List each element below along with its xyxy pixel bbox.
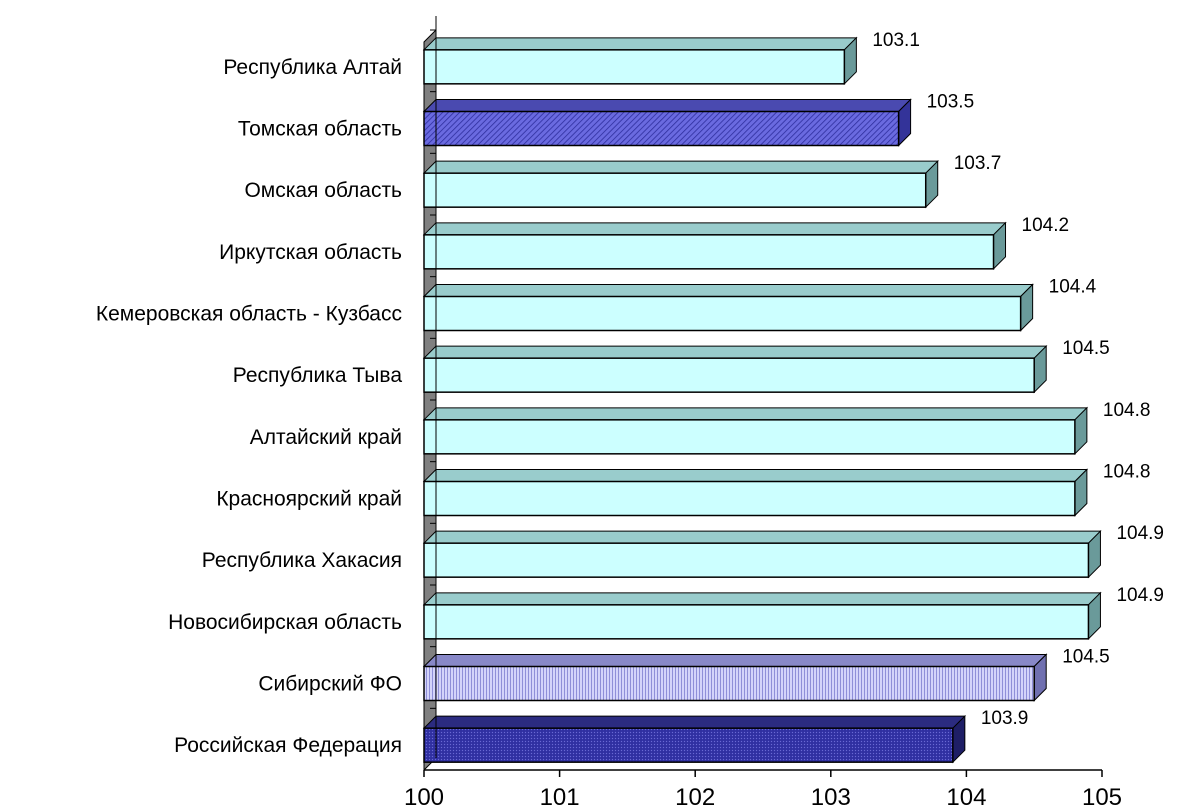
category-label: Республика Тыва: [233, 364, 403, 387]
value-label: 104.8: [1103, 462, 1151, 483]
bar-face: [423, 357, 1035, 393]
bar-top: [422, 407, 1089, 421]
bar-top: [422, 469, 1089, 482]
category-label: Республика Хакасия: [202, 549, 402, 572]
category-labels: Республика Алтай Томская область Омская об…: [96, 56, 402, 757]
bar-top: [422, 592, 1102, 606]
bar-face: [423, 480, 1076, 517]
bar: [422, 406, 1089, 456]
bar: [422, 159, 939, 209]
value-label: 104.9: [1116, 585, 1164, 606]
bar-top: [422, 345, 1048, 359]
bar-top: [422, 284, 1034, 297]
category-label: Кемеровская область - Кузбасс: [96, 303, 402, 326]
bar-face: [423, 49, 846, 85]
value-label: 104.8: [1103, 400, 1151, 421]
bar: [422, 221, 1007, 271]
category-label: Алтайский край: [250, 426, 402, 449]
value-labels: 103.1 103.5 103.7 104.2 104.4 104.5 104.8 104.8…: [872, 30, 1164, 729]
bar-top: [422, 37, 858, 51]
x-tick-label: 101: [540, 784, 580, 810]
bar-top: [422, 654, 1048, 667]
bar-top: [422, 715, 967, 729]
bar-top: [422, 160, 939, 174]
x-axis: 100 101 102 103 104 105: [404, 16, 1122, 810]
bar: [422, 36, 858, 86]
bar: [422, 653, 1048, 702]
category-label: Российская Федерация: [174, 734, 402, 757]
value-label: 103.7: [954, 153, 1002, 174]
bar-face: [423, 419, 1076, 455]
bar-face: [423, 110, 900, 147]
value-label: 104.4: [1049, 277, 1097, 298]
bar-top: [422, 99, 912, 112]
bar: [422, 529, 1102, 579]
bar-face: [423, 172, 927, 208]
category-label: Сибирский ФО: [258, 673, 402, 696]
x-tick-label: 100: [404, 784, 444, 810]
bar-face: [423, 604, 1090, 640]
x-tick-label: 102: [675, 784, 715, 810]
x-tick-label: 105: [1082, 784, 1122, 810]
x-tick-label: 104: [946, 784, 986, 810]
value-label: 104.5: [1062, 647, 1110, 668]
bar: [422, 591, 1102, 641]
category-label: Омская область: [244, 179, 402, 202]
value-label: 104.5: [1062, 338, 1110, 359]
category-label: Иркутская область: [219, 241, 402, 264]
category-label: Красноярский край: [216, 488, 402, 511]
bar-face: [423, 234, 995, 270]
value-label: 103.5: [927, 92, 975, 113]
bar: [422, 98, 912, 147]
category-label: Новосибирская область: [168, 611, 402, 634]
value-label: 103.9: [981, 708, 1029, 729]
category-label: Томская область: [238, 118, 402, 141]
bar-face: [423, 295, 1022, 332]
bar-face: [423, 665, 1035, 702]
category-label: Республика Алтай: [223, 56, 402, 79]
bar: [422, 468, 1089, 517]
bar: [422, 283, 1034, 332]
bar: [422, 714, 967, 764]
x-tick-label: 103: [811, 784, 851, 810]
value-label: 103.1: [872, 30, 920, 51]
value-label: 104.9: [1116, 523, 1164, 544]
bar-face: [423, 542, 1090, 578]
bar-top: [422, 530, 1102, 544]
value-label: 104.2: [1022, 215, 1070, 236]
bars: [422, 36, 1102, 764]
bar-face: [423, 727, 954, 763]
bar-top: [422, 222, 1007, 236]
bar: [422, 344, 1048, 394]
